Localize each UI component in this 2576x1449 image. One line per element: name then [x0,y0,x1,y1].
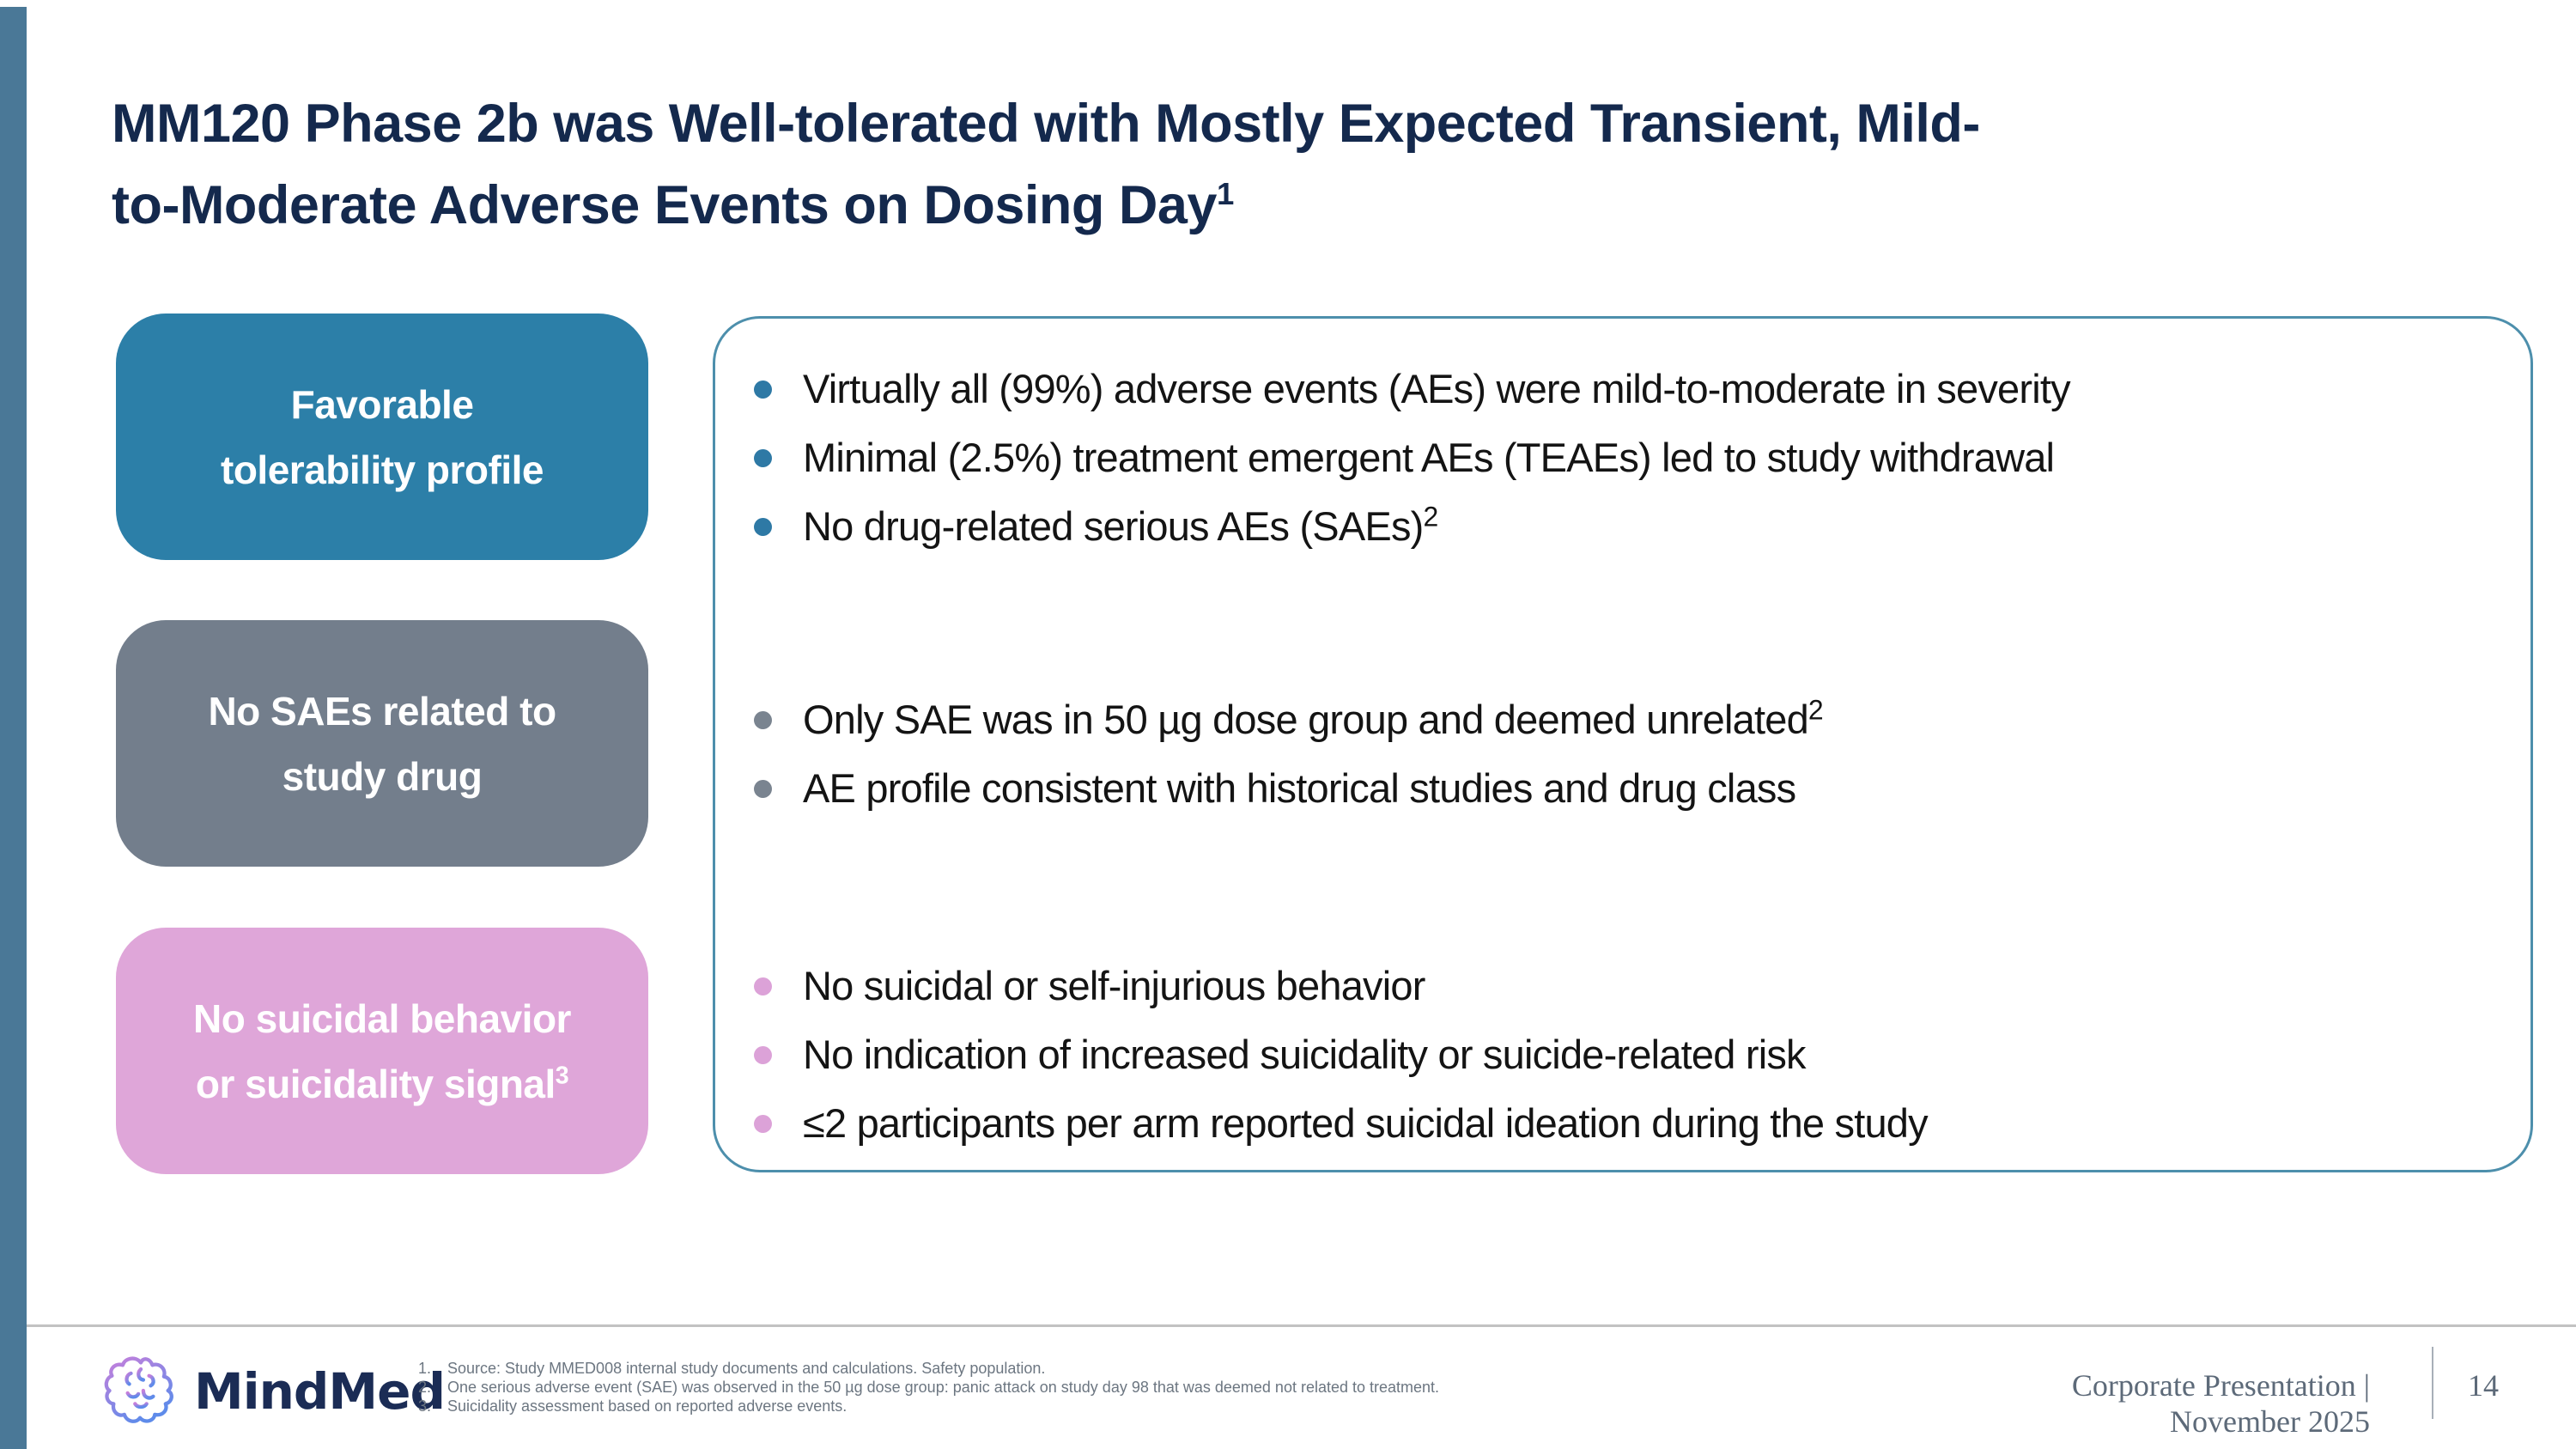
bullet-footnote-ref: 2 [1423,501,1439,533]
bullet-icon [754,381,772,399]
bullet-icon [754,780,772,798]
footnote-text: Source: Study MMED008 internal study doc… [447,1360,1046,1377]
bullet-text: ≤2 participants per arm reported suicida… [803,1100,1929,1146]
bullet-text: No suicidal or self-injurious behavior [803,963,1425,1008]
bullet-icon [754,1115,772,1133]
footnote-number: 2. [418,1379,432,1396]
slide-title-line1: MM120 Phase 2b was Well-tolerated with M… [112,94,1980,155]
pill-no-suicidality: No suicidal behavior or suicidality sign… [116,928,648,1174]
pill-favorable-tolerability: Favorable tolerability profile [116,314,648,560]
bullet-icon [754,977,772,995]
mindmed-logo: MindMed [100,1350,446,1433]
bullet-group-tolerability: Virtually all (99%) adverse events (AEs)… [715,355,2530,561]
pill-line: or suicidality signal3 [195,1051,569,1117]
left-accent-bar [0,7,27,1449]
page-number: 14 [2468,1368,2499,1403]
bullet-text: No indication of increased suicidality o… [803,1032,1807,1077]
bullet-text: Minimal (2.5%) treatment emergent AEs (T… [803,435,2055,480]
bullet-text: No drug-related serious AEs (SAEs) [803,503,1424,549]
pill-line: study drug [282,753,483,799]
pill-line: Favorable [290,381,474,427]
bullet-item: Only SAE was in 50 µg dose group and dee… [715,685,2530,754]
brain-logo-icon [104,1356,173,1423]
slide-title: MM120 Phase 2b was Well-tolerated with M… [112,83,2533,247]
bullet-text: Only SAE was in 50 µg dose group and dee… [803,697,1809,742]
pill-line: tolerability profile [221,447,544,492]
pill-no-saes: No SAEs related to study drug [116,620,648,867]
bullet-icon [754,449,772,467]
footnote-text: One serious adverse event (SAE) was obse… [447,1379,1440,1396]
pill-line: No SAEs related to [208,688,556,734]
adverse-events-summary-box: Virtually all (99%) adverse events (AEs)… [713,316,2533,1172]
bullet-icon [754,518,772,536]
footer-divider [27,1324,2576,1327]
bullet-item: No indication of increased suicidality o… [715,1020,2530,1089]
mindmed-wordmark: MindMed [194,1362,446,1421]
bullet-group-suicidality: No suicidal or self-injurious behavior N… [715,952,2530,1158]
footnote-row: 1. Source: Study MMED008 internal study … [418,1359,1439,1378]
footnotes: 1. Source: Study MMED008 internal study … [418,1359,1439,1416]
footnote-text: Suicidality assessment based on reported… [447,1397,848,1415]
bullet-item: No suicidal or self-injurious behavior [715,952,2530,1020]
footnote-number: 1. [418,1360,432,1377]
pill-footnote-ref: 3 [555,1062,569,1090]
footnote-row: 2. One serious adverse event (SAE) was o… [418,1378,1439,1397]
pill-line-text: or suicidality signal [195,1061,556,1106]
presentation-label: Corporate Presentation | November 2025 [2071,1368,2370,1439]
footnote-number: 3. [418,1397,432,1415]
bullet-item: AE profile consistent with historical st… [715,754,2530,823]
page-number-divider [2432,1347,2433,1419]
bullet-icon [754,711,772,729]
bullet-group-saes: Only SAE was in 50 µg dose group and dee… [715,685,2530,823]
bullet-footnote-ref: 2 [1807,694,1824,726]
bullet-item: No drug-related serious AEs (SAEs)2 [715,492,2530,561]
bullet-item: Minimal (2.5%) treatment emergent AEs (T… [715,423,2530,492]
footnote-row: 3. Suicidality assessment based on repor… [418,1397,1439,1416]
bullet-item: ≤2 participants per arm reported suicida… [715,1089,2530,1158]
bullet-item: Virtually all (99%) adverse events (AEs)… [715,355,2530,423]
bullet-icon [754,1046,772,1064]
bullet-text: AE profile consistent with historical st… [803,765,1796,811]
slide-title-line2: to-Moderate Adverse Events on Dosing Day [112,175,1217,236]
slide-title-footnote-ref: 1 [1216,176,1234,212]
pill-line: No suicidal behavior [193,995,571,1041]
bullet-text: Virtually all (99%) adverse events (AEs)… [803,366,2071,411]
